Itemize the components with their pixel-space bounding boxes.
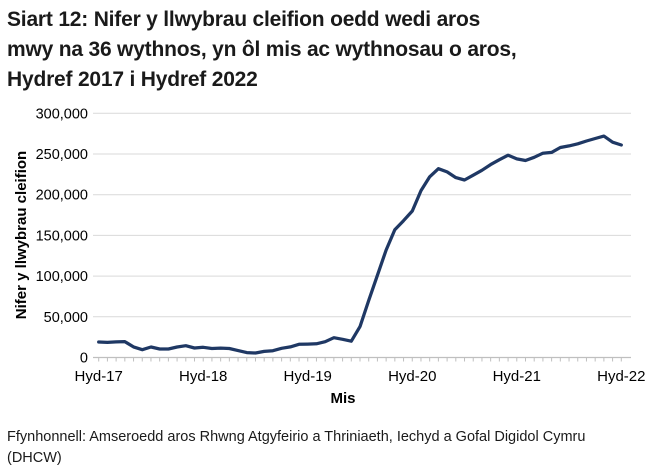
chart-title: Siart 12: Nifer y llwybrau cleifion oedd… [7,5,652,95]
x-tick-label: Hyd-19 [284,368,332,385]
chart-title-line-2: mwy na 36 wythnos, yn ôl mis ac wythnosa… [7,38,517,61]
source-note: Ffynhonnell: Amseroedd aros Rhwng Atgyfe… [7,427,647,469]
trend-line [97,134,623,355]
y-tick-label: 50,000 [44,310,88,326]
y-tick-label: 100,000 [36,269,88,285]
y-tick-label: 0 [80,351,88,367]
x-tick-label: Hyd-18 [179,368,227,385]
x-tick-label: Hyd-20 [388,368,436,385]
y-tick-label: 200,000 [36,188,88,204]
source-note-line-2: (DHCW) [7,450,62,466]
chart-title-line-1: Siart 12: Nifer y llwybrau cleifion oedd… [7,8,481,31]
x-axis-title: Mis [330,390,355,407]
y-tick-label: 150,000 [36,228,88,244]
chart-title-line-3: Hydref 2017 i Hydref 2022 [7,68,258,91]
y-axis-title: Nifer y llwybrau cleifion [13,151,30,319]
source-note-line-1: Ffynhonnell: Amseroedd aros Rhwng Atgyfe… [7,429,586,445]
y-tick-label: 250,000 [36,147,88,163]
x-tick-label: Hyd-17 [75,368,123,385]
x-tick-label: Hyd-22 [597,368,645,385]
chart-generated-layer: 0 50,000 100,000 150,000 200,000 250,000 300,0… [36,106,646,385]
y-tick-label: 300,000 [36,106,88,122]
x-tick-label: Hyd-21 [493,368,541,385]
